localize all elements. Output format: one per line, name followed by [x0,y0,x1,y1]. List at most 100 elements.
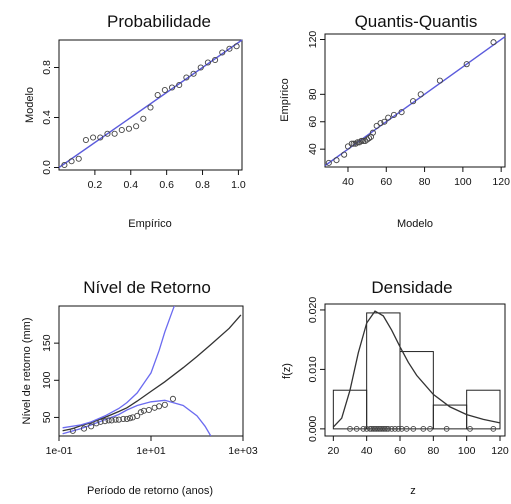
density-rug-point [410,426,417,432]
probability-point [111,130,118,137]
density-x-tick-label: 20 [327,445,339,457]
return-level-point [134,412,141,419]
qq-point [410,98,417,105]
density-rug-point [382,426,388,432]
qq-x-tick-label: 120 [492,176,510,188]
probability-marks [58,39,243,169]
return-level-y-tick-label: 100 [41,371,53,389]
qq-x-tick-label: 80 [419,176,431,188]
density-ticks: 20 40 60 80 100 120 0.000 0.010 0.020 [307,297,509,457]
density-bar [466,389,501,430]
density-title: Densidade [371,278,452,297]
density-y-tick-label: 0.020 [307,297,319,323]
qq-y-tick-label: 40 [307,143,319,155]
probability-point [183,74,190,81]
qq-x-tick-label: 60 [380,176,392,188]
density-curve [332,310,501,428]
return-level-point [69,427,76,434]
qq-plot-frame [324,33,506,168]
probability-point [82,136,89,144]
qq-point [350,140,357,147]
return-level-point [112,416,119,423]
probability-plot-frame [58,39,243,171]
return-level-x-tick-label: 1e-01 [46,445,73,457]
qq-title: Quantis-Quantis [355,12,478,31]
qq-point [348,140,355,147]
qq-point [381,118,388,125]
density-x-tick-label: 60 [394,445,406,457]
probability-point [61,161,68,169]
return-level-lower-bound-line [62,399,212,436]
density-rug-point [403,426,410,432]
probability-point [68,158,75,165]
probability-x-label: Empírico [128,218,171,230]
return-level-y-label: Nível de retorno (mm) [21,318,33,425]
density-bar [332,389,368,430]
density-rug-point [360,426,367,432]
probability-x-tick-label: 0.8 [195,179,210,191]
return-level-point [156,403,163,410]
density-y-tick-label: 0.010 [307,356,319,382]
return-level-point [145,406,152,414]
probability-point [176,81,183,89]
return-level-point [88,423,95,430]
qq-point [333,157,340,164]
density-plot-frame [324,303,506,437]
return-level-point [169,395,176,402]
density-rug-point [353,426,360,432]
density-rug-point [385,426,392,432]
probability-x-tick-label: 0.4 [123,179,138,191]
return-level-point [123,415,130,422]
probability-y-label: Modelo [24,87,36,123]
density-x-label: z [410,485,416,497]
probability-point [90,134,97,141]
density-rug-point [420,426,427,432]
return-level-point [105,417,112,424]
return-level-y-tick-label: 150 [41,334,53,352]
density-bar [399,351,434,430]
probability-point [204,59,211,66]
probability-y-tick-label: 0.0 [41,160,53,175]
probability-point [233,43,240,50]
return-level-ticks: 1e-01 1e+01 1e+03 50 100 150 [41,334,258,457]
qq-point [436,77,443,84]
qq-y-tick-label: 60 [307,116,319,128]
qq-point [398,109,405,116]
qq-point [325,159,332,166]
density-x-tick-label: 40 [361,445,373,457]
qq-x-tick-label: 40 [342,176,354,188]
return-level-x-tick-label: 1e+01 [136,445,166,457]
qq-ticks: 40 60 80 100 120 40 60 80 120 [307,31,510,188]
return-level-point [126,415,134,422]
qq-point [358,137,365,144]
qq-point [360,137,367,144]
qq-point [463,61,470,68]
qq-point [390,111,397,118]
return-level-title: Nível de Retorno [83,278,211,297]
probability-point [197,64,204,71]
probability-point [147,104,154,111]
panel-qq: Quantis-Quantis 40 60 80 100 120 40 60 80 120 Mo… [279,12,510,230]
panel-density: Densidade 20 40 60 80 100 1200.0000.0100.020 … [281,278,509,497]
return-level-point [137,409,144,416]
probability-point [104,130,111,137]
probability-point [219,49,226,56]
density-rug-point [388,426,395,432]
qq-y-label: Empírico [279,78,291,121]
probability-point [140,115,147,122]
return-level-x-label: Período de retorno (anos) [87,485,213,497]
density-x-tick-label: 120 [491,445,509,457]
density-marks [332,310,501,432]
qq-point [385,114,392,121]
qq-marks [324,36,506,167]
density-rug-point [467,426,473,432]
return-level-x-tick-label: 1e+03 [228,445,258,457]
return-level-point [115,416,122,423]
panel-probability: Probabilidade 0.2 0.4 0.6 0.8 1.0 0.0 0.4 0.8 E… [24,12,246,230]
density-x-tick-label: 100 [458,445,476,457]
density-rug-point [347,426,353,432]
probability-point [168,84,176,91]
density-rug-point [490,426,497,432]
qq-y-tick-label: 120 [307,31,319,49]
probability-point [75,155,82,162]
